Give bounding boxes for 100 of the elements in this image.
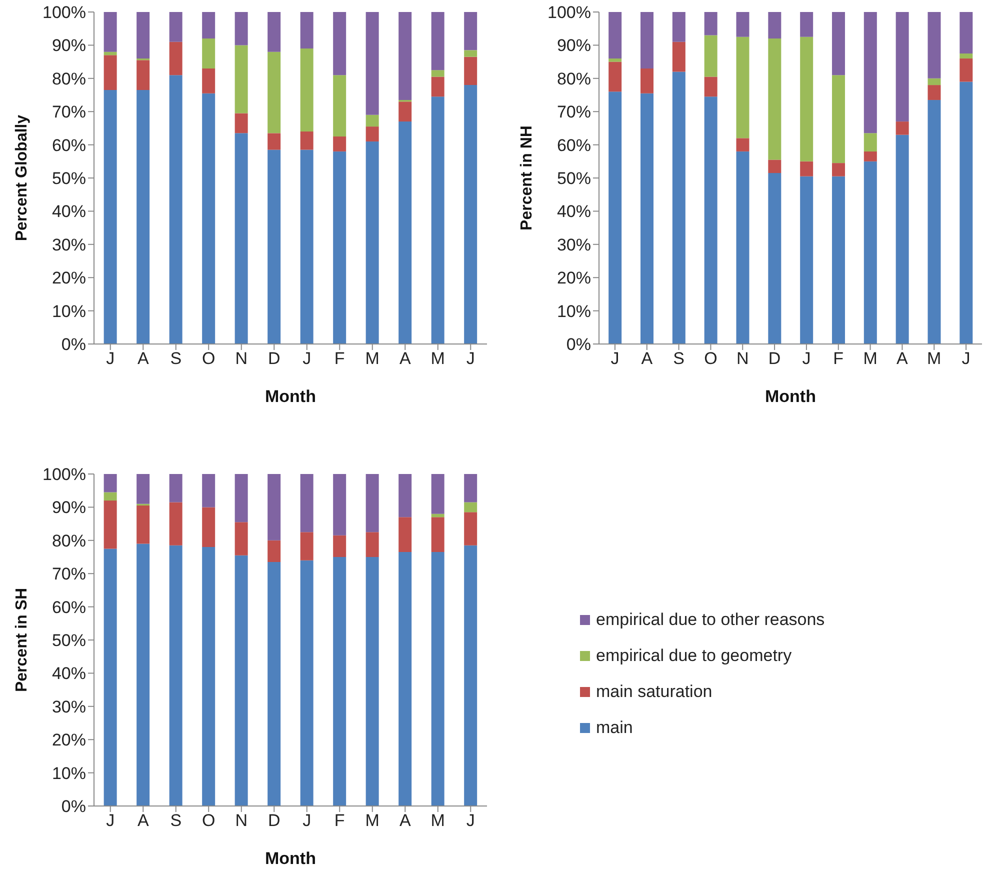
y-tick-label: 0% (61, 335, 86, 354)
bar (431, 76, 444, 97)
bar (736, 36, 750, 138)
y-tick-label: 70% (52, 102, 86, 122)
bar (268, 474, 281, 540)
x-tick-label: D (268, 349, 280, 368)
bar (300, 12, 314, 49)
bar (300, 474, 314, 532)
bar (398, 474, 412, 518)
bar (768, 38, 782, 160)
bar (608, 12, 622, 58)
bar (136, 544, 150, 806)
bar (640, 12, 654, 68)
bar (398, 12, 412, 100)
x-tick-label: D (268, 811, 280, 830)
x-tick-label: A (641, 349, 654, 368)
y-tick-label: 40% (556, 202, 591, 222)
bar (768, 173, 782, 344)
bar (234, 555, 248, 806)
bar (202, 68, 216, 94)
bar (366, 532, 379, 557)
y-tick-label: 90% (556, 36, 591, 56)
legend-label: main (596, 718, 633, 738)
y-tick-label: 100% (42, 3, 86, 22)
bar (398, 102, 412, 122)
y-tick-label: 10% (52, 764, 86, 783)
bar (608, 58, 622, 62)
x-tick-label: J (302, 349, 312, 368)
bar (333, 12, 346, 76)
y-tick-label: 80% (556, 69, 591, 88)
bar (464, 50, 478, 57)
bar (431, 474, 444, 514)
y-tick-label: 40% (52, 664, 86, 684)
y-tick-label: 40% (52, 202, 86, 222)
bar (464, 502, 478, 512)
bar (464, 12, 478, 50)
y-tick-label: 20% (52, 268, 86, 288)
bar (896, 122, 909, 135)
bar (704, 35, 718, 77)
bar (268, 12, 281, 52)
x-tick-label: O (704, 349, 718, 368)
bar (704, 96, 718, 344)
bar (104, 500, 117, 549)
y-tick-label: 30% (52, 235, 86, 254)
bar (366, 474, 379, 532)
x-tick-label: M (927, 349, 942, 368)
bar (300, 48, 314, 132)
bar (960, 82, 973, 344)
bar (333, 75, 346, 136)
x-tick-label: J (610, 349, 620, 368)
bar (431, 517, 444, 552)
bar (366, 12, 379, 115)
bar (800, 12, 814, 37)
bar (736, 151, 750, 344)
bar (928, 85, 941, 100)
bar (234, 12, 248, 46)
x-tick-label: N (235, 811, 248, 830)
bar (704, 76, 718, 97)
y-tick-label: 60% (52, 136, 86, 155)
x-axis-title: Month (265, 387, 316, 406)
bar (366, 126, 379, 142)
bar (169, 502, 182, 546)
y-axis-title: Percent Globally (14, 114, 30, 242)
bar (136, 506, 150, 544)
bar (169, 75, 182, 344)
bar (864, 151, 877, 162)
x-tick-label: J (466, 811, 475, 830)
bar (202, 474, 216, 508)
bar (431, 514, 444, 518)
y-tick-label: 30% (52, 697, 86, 716)
x-tick-label: O (202, 349, 216, 368)
x-tick-label: A (896, 349, 909, 368)
y-tick-label: 90% (52, 36, 86, 56)
bar (464, 512, 478, 546)
bar (104, 12, 117, 52)
x-tick-label: J (962, 349, 970, 368)
bar (768, 12, 782, 39)
y-tick-label: 0% (566, 335, 591, 354)
bar (640, 93, 654, 344)
bar (431, 12, 444, 70)
bar (928, 100, 941, 344)
x-axis-title: Month (765, 387, 816, 406)
bar (464, 85, 478, 344)
bar (300, 132, 314, 150)
bar (366, 557, 379, 806)
bar (169, 42, 182, 76)
y-tick-label: 80% (52, 531, 86, 550)
bar (333, 136, 346, 152)
bar (672, 12, 686, 42)
bar (736, 12, 750, 37)
bar (169, 545, 182, 806)
y-tick-label: 60% (556, 136, 591, 155)
bar (202, 547, 216, 806)
bar (864, 161, 877, 344)
bar (800, 176, 814, 344)
x-tick-label: M (863, 349, 878, 368)
bar (333, 151, 346, 344)
x-tick-label: M (430, 349, 445, 368)
bar (960, 58, 973, 82)
bar (169, 474, 182, 502)
